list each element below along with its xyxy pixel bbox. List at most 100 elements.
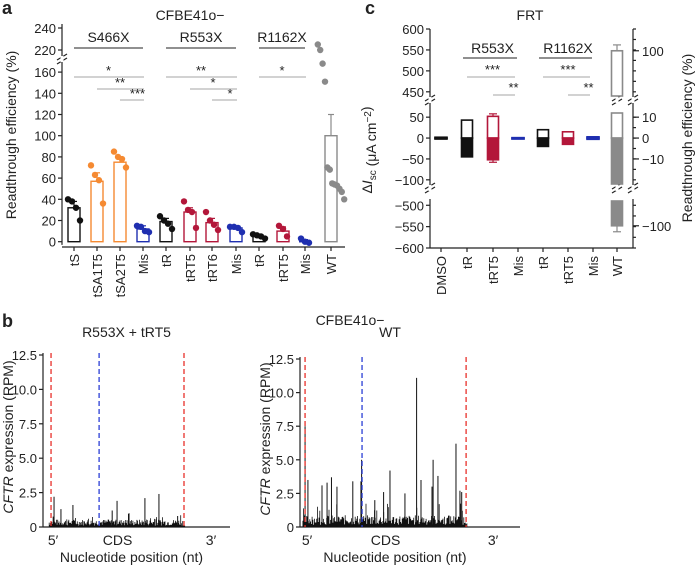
panel-letter-b: b [2, 311, 13, 331]
significance-stars: * [279, 63, 284, 78]
data-point [122, 164, 130, 171]
panel-a-y-axis-label: Readthrough efficiency (%) [3, 51, 19, 220]
x-axis-label: Nucleotide position (nt) [60, 549, 203, 565]
negative-bar [486, 137, 500, 161]
bar [324, 134, 338, 243]
data-point [326, 166, 333, 173]
x-tick-label: Mis [136, 254, 151, 275]
group-label: S466X [87, 29, 130, 45]
panel-letter-a: a [2, 0, 13, 18]
panel-c-y-axis-label: ΔIsc (μA cm−2) [358, 106, 379, 193]
panel-c-right-axis-label: Readthrough efficiency (%) [679, 54, 695, 223]
group-label: R553X [180, 29, 223, 45]
label-part: expression (RPM) [0, 360, 16, 476]
x-tick-label: tRT5 [561, 256, 576, 284]
significance-stars: ** [508, 80, 518, 95]
significance-stars: ** [196, 63, 206, 78]
y-tick-label: 5.0 [19, 451, 37, 466]
x-tick-label: tSA1T5 [90, 254, 105, 297]
data-point [168, 225, 176, 233]
plot-subtitle: WT [379, 324, 401, 340]
label-part: expression (RPM) [257, 362, 273, 478]
label-part: −2 [363, 111, 374, 123]
data-point [188, 208, 196, 216]
y-tick-label: 600 [402, 22, 424, 37]
x-tick-label: Mis [511, 256, 526, 277]
data-point [341, 196, 348, 203]
label-part: (μA cm [363, 123, 379, 171]
y-tick-label: −600 [395, 241, 424, 256]
y-tick-label: 0 [287, 520, 294, 535]
y-tick-label: 100 [34, 129, 56, 144]
x-tick-label: Mis [229, 254, 244, 275]
y-tick-label: 12.5 [269, 352, 294, 367]
significance-stars: ** [115, 75, 125, 90]
data-point [321, 78, 329, 85]
x-tick-label: tSA2T5 [113, 254, 128, 297]
data-point [110, 148, 118, 155]
data-point [137, 223, 145, 231]
axis-break-gap [615, 185, 619, 191]
y-tick-label: 20 [42, 214, 56, 229]
significance-stars: ** [583, 80, 593, 95]
data-point [338, 188, 345, 196]
data-point [279, 225, 287, 233]
data-point [314, 41, 321, 48]
region-label-3prime: 3′ [206, 532, 217, 548]
y-tick-label: 500 [402, 64, 424, 79]
y-tick-label: 60 [42, 171, 56, 186]
x-tick-label: tR [536, 256, 551, 269]
y-axis-label: CFTR expression (RPM) [0, 360, 16, 513]
region-label-cds: CDS [371, 532, 401, 548]
x-tick-label: tR [252, 254, 267, 267]
y-tick-label: 450 [402, 85, 424, 100]
positive-bar [561, 130, 575, 139]
region-label-cds: CDS [103, 532, 133, 548]
data-point [202, 208, 210, 216]
bar [113, 161, 127, 243]
region-label-3prime: 3′ [488, 532, 499, 548]
data-point [261, 235, 269, 242]
negative-bar [434, 137, 448, 140]
data-point [210, 221, 218, 228]
y-tick-label: −500 [395, 198, 424, 213]
group-label: R1162X [543, 40, 593, 56]
positive-bar [610, 49, 624, 97]
y-tick-label: 550 [402, 43, 424, 58]
data-point [206, 217, 214, 224]
right-tick-label: 10 [642, 110, 656, 125]
x-tick-label: Mis [298, 254, 313, 275]
data-point [319, 60, 326, 67]
label-part: ) [358, 106, 374, 111]
data-point [95, 177, 103, 184]
negative-bar [610, 200, 624, 227]
x-tick-label: WT [324, 254, 339, 274]
significance-stars: * [210, 75, 215, 90]
y-tick-label: 0 [417, 131, 424, 146]
label-part: CFTR [257, 478, 273, 515]
x-tick-label: tRT6 [205, 254, 220, 282]
region-label-5prime: 5′ [302, 532, 313, 548]
y-tick-label: 5.0 [276, 453, 294, 468]
data-point [145, 228, 153, 236]
significance-stars: * [106, 63, 111, 78]
data-point [156, 213, 164, 220]
data-point [238, 228, 246, 236]
data-point [68, 198, 76, 205]
y-tick-label: −100 [395, 173, 424, 188]
x-tick-label: Mis [586, 256, 601, 277]
significance-stars: *** [130, 86, 145, 101]
right-tick-label: 0 [642, 131, 649, 146]
y-tick-label: −50 [402, 152, 424, 167]
panel-a-title: CFBE41o− [156, 7, 225, 23]
data-point [99, 200, 107, 207]
data-point [234, 224, 242, 232]
y-tick-label: −550 [395, 220, 424, 235]
x-tick-label: tRT5 [183, 254, 198, 282]
positive-bar [610, 112, 624, 139]
label-part: Δ [359, 184, 375, 193]
data-point [317, 46, 324, 54]
positive-bar [460, 119, 474, 139]
data-point [192, 224, 200, 232]
